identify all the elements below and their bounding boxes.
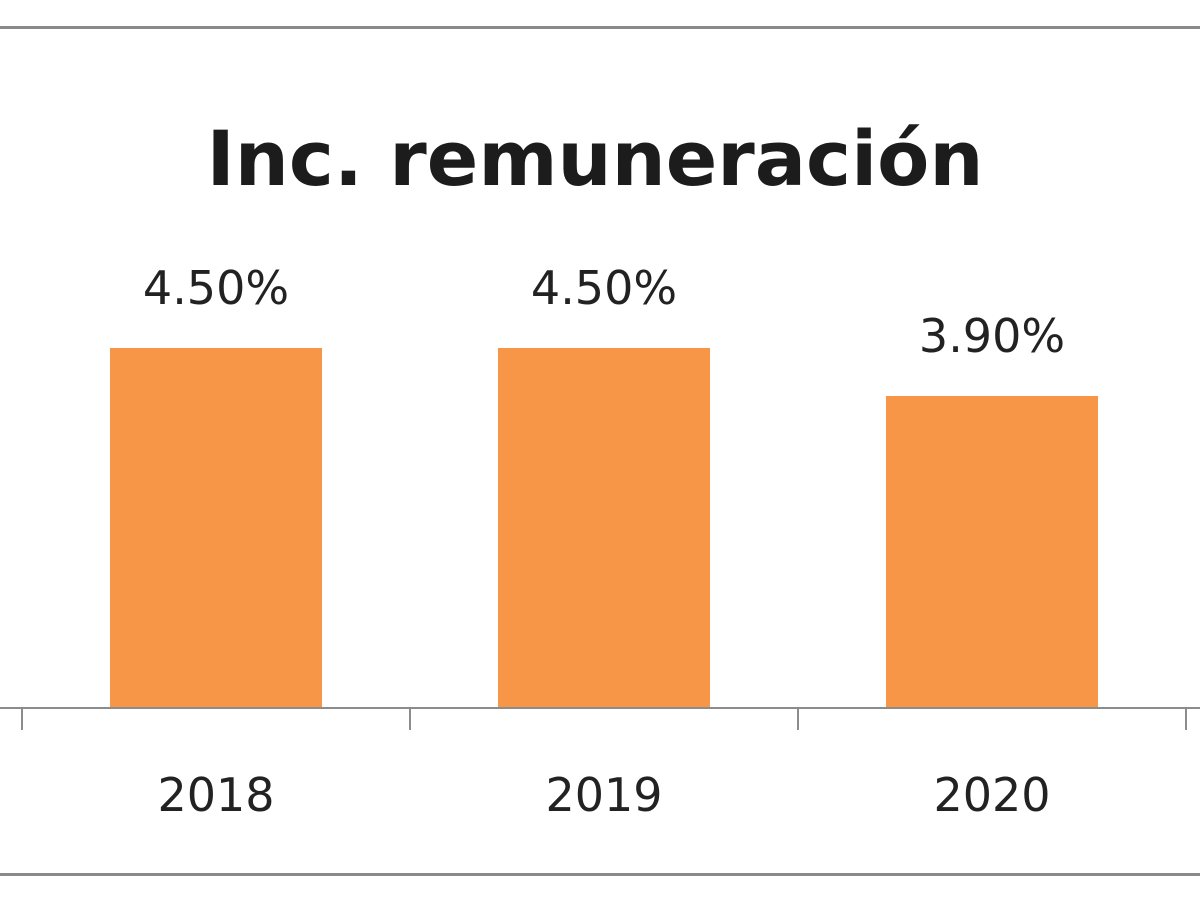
data-label-2020: 3.90% xyxy=(919,309,1065,363)
data-label-2018: 4.50% xyxy=(143,261,289,315)
data-label-2019: 4.50% xyxy=(531,261,677,315)
labels-layer: 4.50% 2018 4.50% 2019 3.90% 2020 xyxy=(143,261,1065,822)
chart-frame xyxy=(0,26,1200,876)
x-axis xyxy=(0,707,1200,730)
bar-2020 xyxy=(886,396,1098,708)
bars-layer xyxy=(110,348,1098,708)
bar-2019 xyxy=(498,348,710,708)
x-tick-label-2019: 2019 xyxy=(545,768,662,822)
x-tick-label-2018: 2018 xyxy=(157,768,274,822)
x-tick-label-2020: 2020 xyxy=(933,768,1050,822)
bar-2018 xyxy=(110,348,322,708)
chart-title: Inc. remuneración xyxy=(207,114,984,203)
